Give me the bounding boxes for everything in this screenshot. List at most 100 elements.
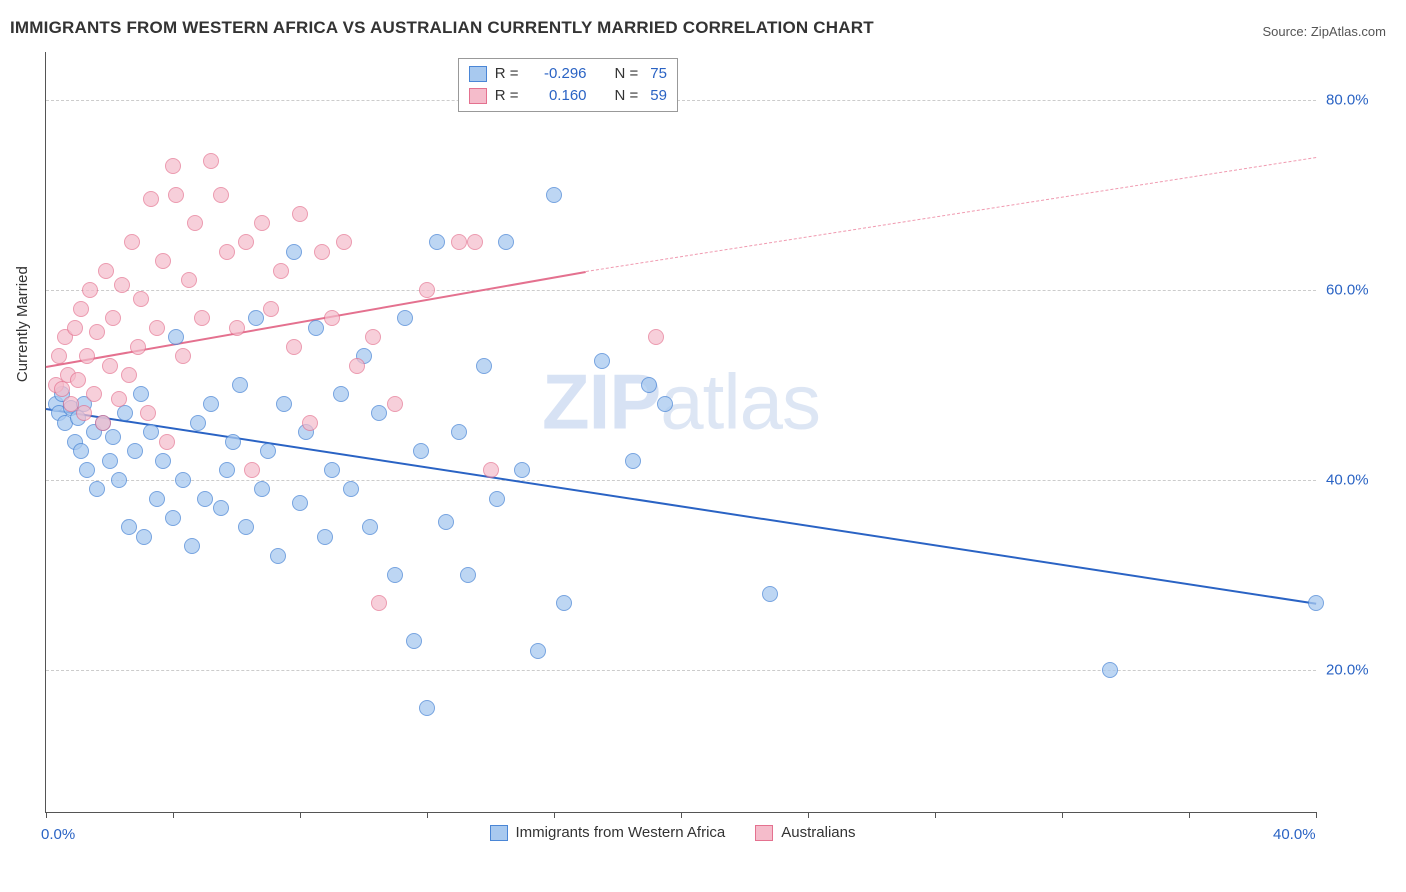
scatter-point-aus — [165, 158, 181, 174]
chart-title: IMMIGRANTS FROM WESTERN AFRICA VS AUSTRA… — [10, 18, 874, 38]
scatter-point-wafrica — [406, 633, 422, 649]
scatter-point-wafrica — [89, 481, 105, 497]
y-axis-label: Currently Married — [14, 266, 31, 382]
scatter-point-wafrica — [225, 434, 241, 450]
x-tick — [554, 812, 555, 818]
scatter-point-wafrica — [121, 519, 137, 535]
y-tick-label: 60.0% — [1326, 281, 1386, 298]
scatter-point-aus — [194, 310, 210, 326]
x-tick — [1062, 812, 1063, 818]
scatter-point-aus — [168, 187, 184, 203]
scatter-point-wafrica — [232, 377, 248, 393]
scatter-point-aus — [98, 263, 114, 279]
scatter-point-aus — [238, 234, 254, 250]
x-tick — [46, 812, 47, 818]
scatter-point-wafrica — [546, 187, 562, 203]
scatter-point-wafrica — [73, 443, 89, 459]
scatter-point-wafrica — [594, 353, 610, 369]
scatter-point-wafrica — [260, 443, 276, 459]
scatter-point-aus — [124, 234, 140, 250]
scatter-point-wafrica — [254, 481, 270, 497]
scatter-point-wafrica — [308, 320, 324, 336]
watermark-atlas: atlas — [660, 357, 820, 445]
scatter-point-aus — [175, 348, 191, 364]
scatter-point-wafrica — [530, 643, 546, 659]
scatter-point-wafrica — [317, 529, 333, 545]
scatter-point-wafrica — [413, 443, 429, 459]
scatter-point-aus — [70, 372, 86, 388]
legend-label: Immigrants from Western Africa — [516, 824, 726, 841]
scatter-point-wafrica — [489, 491, 505, 507]
gridline — [46, 100, 1316, 101]
y-tick-label: 20.0% — [1326, 661, 1386, 678]
legend-swatch — [490, 825, 508, 841]
scatter-point-wafrica — [762, 586, 778, 602]
scatter-point-wafrica — [197, 491, 213, 507]
legend-label: Australians — [781, 824, 855, 841]
scatter-point-aus — [451, 234, 467, 250]
scatter-point-wafrica — [362, 519, 378, 535]
scatter-point-aus — [82, 282, 98, 298]
scatter-point-wafrica — [175, 472, 191, 488]
legend-item: Immigrants from Western Africa — [490, 824, 726, 841]
n-value: 59 — [650, 85, 667, 107]
x-tick — [173, 812, 174, 818]
scatter-point-wafrica — [514, 462, 530, 478]
scatter-point-aus — [133, 291, 149, 307]
source-attribution: Source: ZipAtlas.com — [1262, 24, 1386, 39]
watermark-zip: ZIP — [542, 357, 660, 445]
scatter-point-aus — [79, 348, 95, 364]
scatter-point-aus — [105, 310, 121, 326]
scatter-point-wafrica — [168, 329, 184, 345]
scatter-point-aus — [286, 339, 302, 355]
n-value: 75 — [650, 63, 667, 85]
scatter-point-aus — [89, 324, 105, 340]
r-value: 0.160 — [531, 85, 587, 107]
x-tick-label: 0.0% — [41, 826, 75, 843]
gridline — [46, 480, 1316, 481]
scatter-point-aus — [143, 191, 159, 207]
scatter-point-aus — [292, 206, 308, 222]
scatter-point-wafrica — [451, 424, 467, 440]
scatter-point-aus — [130, 339, 146, 355]
scatter-point-aus — [51, 348, 67, 364]
scatter-point-aus — [371, 595, 387, 611]
plot-area: ZIPatlas 20.0%40.0%60.0%80.0% — [45, 52, 1316, 813]
scatter-point-wafrica — [127, 443, 143, 459]
x-tick — [935, 812, 936, 818]
scatter-point-aus — [95, 415, 111, 431]
r-label: R = — [495, 85, 519, 107]
scatter-point-wafrica — [276, 396, 292, 412]
scatter-point-wafrica — [203, 396, 219, 412]
scatter-point-aus — [387, 396, 403, 412]
x-tick — [681, 812, 682, 818]
scatter-point-wafrica — [105, 429, 121, 445]
scatter-point-aus — [86, 386, 102, 402]
scatter-point-aus — [102, 358, 118, 374]
scatter-point-wafrica — [460, 567, 476, 583]
scatter-point-aus — [483, 462, 499, 478]
scatter-point-aus — [229, 320, 245, 336]
scatter-point-aus — [149, 320, 165, 336]
scatter-point-wafrica — [438, 514, 454, 530]
n-label: N = — [615, 63, 639, 85]
scatter-point-aus — [314, 244, 330, 260]
scatter-point-wafrica — [136, 529, 152, 545]
gridline — [46, 290, 1316, 291]
y-tick-label: 80.0% — [1326, 91, 1386, 108]
scatter-point-wafrica — [286, 244, 302, 260]
legend-swatch — [755, 825, 773, 841]
scatter-point-aus — [181, 272, 197, 288]
scatter-point-aus — [73, 301, 89, 317]
scatter-point-aus — [648, 329, 664, 345]
scatter-point-wafrica — [1308, 595, 1324, 611]
scatter-point-aus — [244, 462, 260, 478]
x-tick — [1189, 812, 1190, 818]
legend-swatch — [469, 88, 487, 104]
scatter-point-wafrica — [1102, 662, 1118, 678]
scatter-point-aus — [213, 187, 229, 203]
watermark: ZIPatlas — [542, 356, 820, 447]
scatter-point-wafrica — [133, 386, 149, 402]
scatter-point-aus — [155, 253, 171, 269]
scatter-point-aus — [336, 234, 352, 250]
